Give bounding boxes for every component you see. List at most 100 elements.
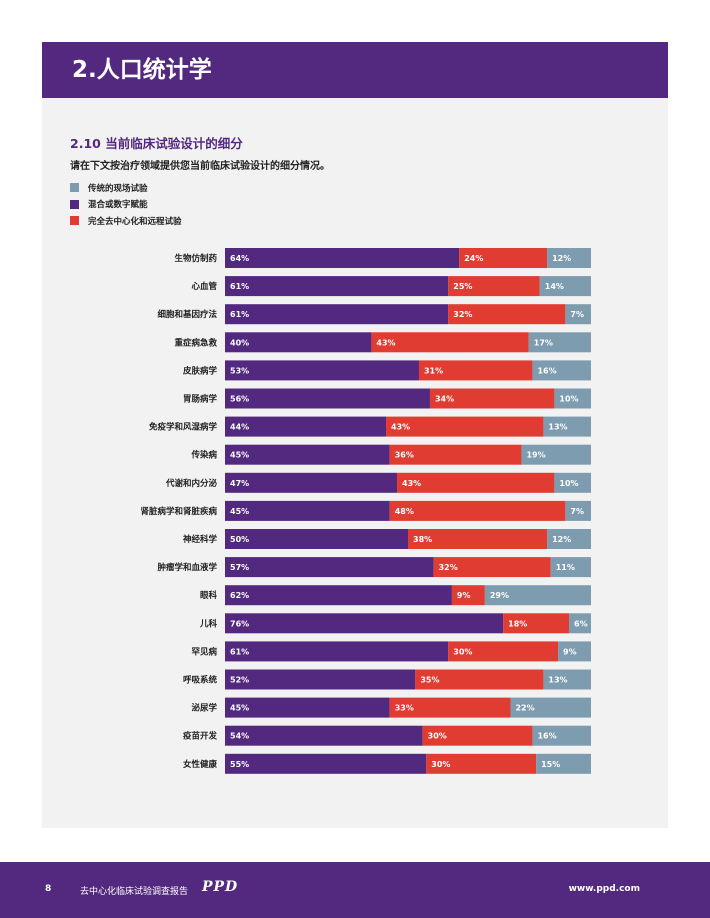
bar-value-label: 10%: [559, 395, 578, 404]
bar-segment-hybrid: [225, 753, 427, 774]
bar-segment-hybrid: [225, 529, 408, 549]
bar-segment-hybrid: [225, 585, 452, 606]
bar-segment-decentralized: [389, 697, 511, 718]
bar-segment-hybrid: [225, 444, 390, 465]
bar-value-label: 56%: [230, 395, 249, 404]
bar-value-label: 10%: [559, 479, 578, 488]
bar-segment-traditional: [569, 613, 591, 634]
bar-value-label: 30%: [431, 760, 450, 769]
footer-url[interactable]: www.ppd.com: [568, 884, 640, 894]
bar-segment-hybrid: [225, 416, 387, 437]
bar-segment-traditional: [550, 557, 591, 578]
bar-segment-hybrid: [225, 388, 430, 409]
bar-segment-decentralized: [451, 585, 485, 606]
legend-swatch-traditional: [70, 183, 79, 192]
legend-item-traditional: 传统的现场试验: [70, 180, 182, 195]
bar-segment-decentralized: [426, 753, 537, 774]
bar-value-label: 7%: [570, 507, 584, 516]
bar-value-label: 43%: [376, 338, 395, 347]
legend-label-decentralized: 完全去中心化和远程试验: [88, 216, 182, 227]
bar-segment-hybrid: [225, 332, 372, 353]
bar-value-label: 6%: [574, 619, 588, 628]
bar-value-label: 14%: [545, 282, 564, 291]
category-label: 疫苗开发: [183, 731, 218, 742]
bar-value-label: 44%: [230, 423, 249, 432]
bar-segment-hybrid: [225, 500, 390, 521]
bar-value-label: 38%: [413, 535, 432, 544]
category-label: 代谢和内分泌: [165, 478, 218, 489]
category-label: 女性健康: [183, 759, 218, 770]
bar-value-label: 9%: [457, 591, 471, 600]
legend-label-hybrid: 混合或数字赋能: [88, 200, 148, 210]
bar-value-label: 34%: [435, 395, 454, 404]
category-label: 儿科: [199, 618, 218, 629]
bar-value-label: 50%: [230, 535, 249, 544]
footer-band: 8 去中心化临床试验调查报告 PPD www.ppd.com: [0, 862, 710, 918]
bar-value-label: 30%: [428, 732, 447, 741]
bar-segment-hybrid: [225, 472, 398, 493]
bar-value-label: 45%: [230, 507, 249, 516]
bar-segment-traditional: [521, 444, 591, 465]
bar-value-label: 13%: [548, 423, 567, 432]
bar-segment-hybrid: [225, 304, 449, 325]
category-label: 肿瘤学和血液学: [156, 562, 217, 573]
ppd-logo: PPD: [202, 879, 239, 895]
legend-label-traditional: 传统的现场试验: [88, 183, 148, 194]
bar-value-label: 76%: [230, 619, 249, 628]
bar-segment-decentralized: [386, 416, 544, 437]
bar-value-label: 43%: [402, 479, 421, 488]
category-label: 呼吸系统: [183, 675, 218, 686]
category-label: 细胞和基因疗法: [157, 309, 217, 320]
bar-value-label: 45%: [230, 451, 249, 460]
bar-value-label: 18%: [508, 619, 527, 628]
bar-segment-traditional: [543, 416, 591, 437]
bar-segment-decentralized: [397, 472, 555, 493]
category-label: 皮肤病学: [182, 365, 218, 376]
bar-segment-traditional: [547, 529, 591, 549]
legend-swatch-decentralized: [70, 216, 79, 225]
bar-value-label: 13%: [548, 676, 567, 685]
bar-segment-hybrid: [225, 613, 504, 634]
bar-value-label: 11%: [556, 563, 575, 572]
bar-segment-hybrid: [225, 725, 423, 746]
bar-segment-hybrid: [225, 276, 449, 297]
bar-segment-hybrid: [225, 697, 390, 718]
bar-segment-hybrid: [225, 641, 449, 662]
category-label: 神经科学: [183, 534, 218, 545]
bar-segment-hybrid: [225, 360, 419, 381]
category-label: 肾脏病学和肾脏疾病: [140, 506, 217, 517]
category-label: 泌尿学: [191, 703, 217, 714]
page-title: 2.人口统计学: [72, 57, 212, 83]
section-title: 2.10 当前临床试验设计的细分: [70, 136, 243, 151]
bar-segment-traditional: [539, 276, 591, 297]
bar-segment-traditional: [536, 753, 591, 774]
bar-segment-decentralized: [422, 725, 533, 746]
bar-value-label: 61%: [230, 282, 249, 291]
bar-value-label: 55%: [230, 760, 249, 769]
bar-value-label: 15%: [541, 760, 560, 769]
bar-value-label: 22%: [515, 704, 534, 713]
category-label: 重症病急救: [174, 337, 217, 348]
category-label: 传染病: [190, 450, 217, 461]
bar-segment-traditional: [558, 641, 591, 662]
bar-segment-traditional: [547, 248, 591, 268]
bar-value-label: 47%: [230, 479, 249, 488]
bar-segment-traditional: [543, 669, 591, 690]
bar-segment-decentralized: [389, 444, 522, 465]
bar-value-label: 64%: [230, 254, 249, 263]
bar-segment-decentralized: [371, 332, 529, 353]
bar-value-label: 30%: [453, 647, 472, 656]
bar-value-label: 9%: [563, 647, 577, 656]
legend-item-decentralized: 完全去中心化和远程试验: [70, 213, 182, 228]
bar-value-label: 24%: [464, 254, 483, 263]
bar-value-label: 61%: [230, 647, 249, 656]
bar-segment-decentralized: [415, 669, 544, 690]
bar-segment-decentralized: [459, 248, 548, 268]
page-number: 8: [45, 884, 52, 894]
bar-value-label: 19%: [526, 451, 545, 460]
category-label: 心血管: [191, 281, 217, 292]
bar-segment-traditional: [565, 500, 591, 521]
category-label: 生物仿制药: [174, 253, 217, 264]
bar-value-label: 45%: [230, 704, 249, 713]
bar-segment-hybrid: [225, 248, 460, 268]
